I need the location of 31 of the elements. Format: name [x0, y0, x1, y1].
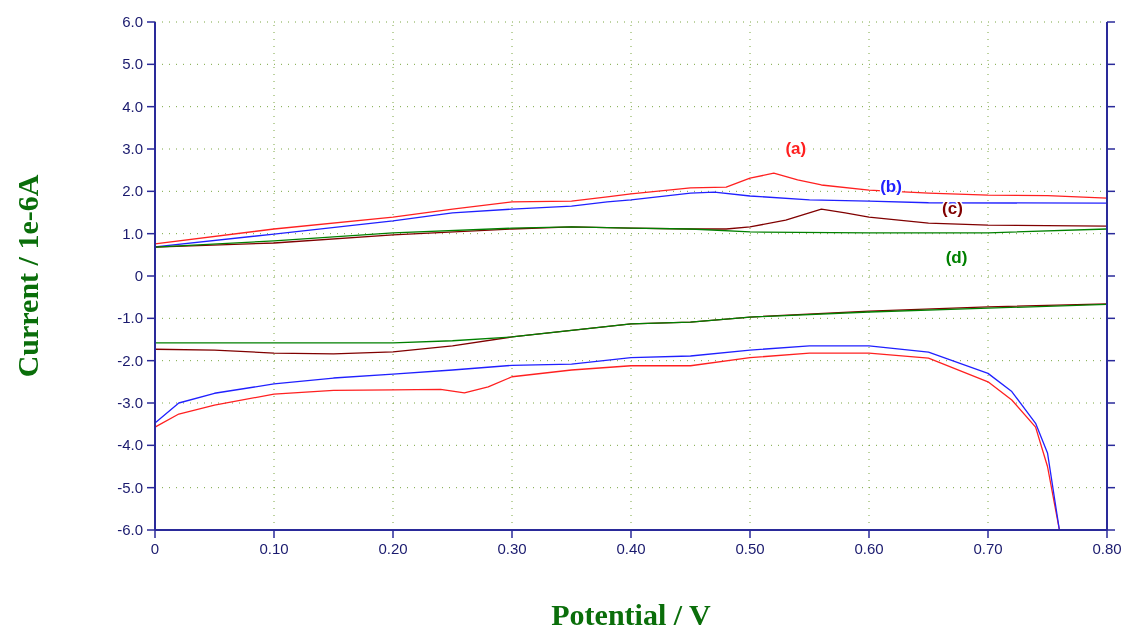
- y-tick-label: -6.0: [117, 521, 143, 538]
- x-tick-label: 0.20: [378, 540, 408, 557]
- y-tick-label: 5.0: [122, 55, 143, 73]
- x-tick-label: 0.30: [497, 540, 527, 557]
- x-tick-label: 0: [150, 540, 160, 557]
- line-series: [154, 303, 1108, 344]
- y-tick-label: 4.0: [122, 97, 143, 115]
- y-tick-label: -3.0: [117, 394, 143, 411]
- y-tick-label: 2.0: [122, 182, 143, 200]
- annotation: (a): [785, 138, 807, 158]
- x-tick-label: 0.40: [616, 540, 646, 557]
- line-series: [154, 226, 1108, 248]
- y-tick-label: 0: [134, 267, 143, 284]
- y-tick-label: -1.0: [117, 309, 143, 327]
- x-axis-title: Potential / V: [551, 598, 712, 631]
- y-tick-label: -5.0: [117, 478, 143, 496]
- annotation: (c): [942, 198, 963, 218]
- y-tick-label: -4.0: [117, 436, 143, 454]
- y-tick-label: 1.0: [122, 224, 143, 242]
- y-tick-label: 6.0: [122, 13, 143, 30]
- x-tick-label: 0.60: [854, 540, 884, 557]
- y-tick-label: 3.0: [122, 140, 143, 157]
- x-tick-label: 0.50: [735, 540, 765, 557]
- line-series: [154, 172, 1108, 245]
- y-tick-label: -2.0: [117, 351, 143, 369]
- x-tick-label: 0.70: [973, 540, 1003, 557]
- x-tick-label: 0.10: [259, 540, 289, 557]
- annotation: (b): [880, 176, 902, 196]
- x-tick-label: 0.80: [1092, 540, 1122, 557]
- annotation: (d): [945, 248, 968, 268]
- y-axis-title: Current / 1e-6A: [11, 174, 44, 378]
